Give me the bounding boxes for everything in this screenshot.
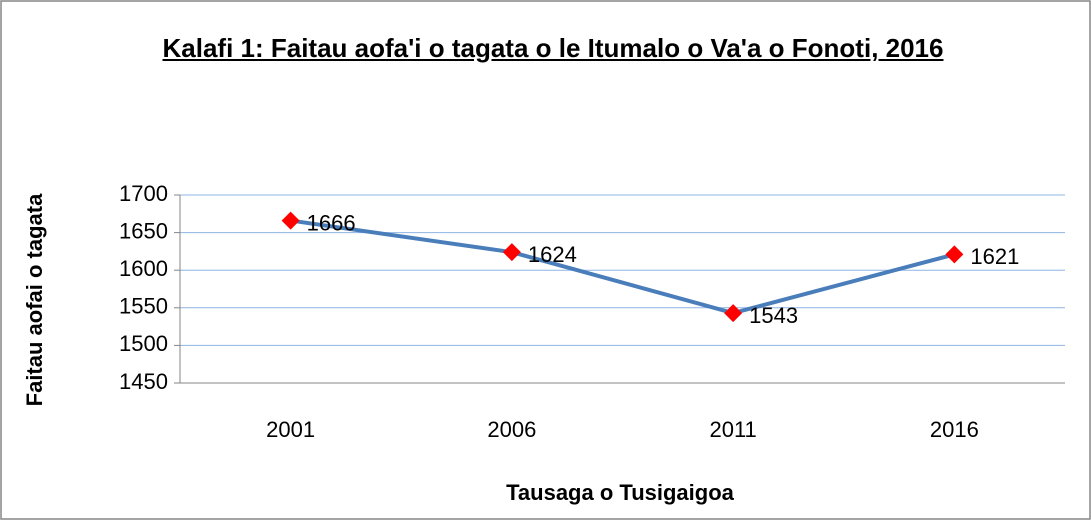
y-tick-label: 1700 (119, 181, 168, 206)
data-label: 1624 (528, 242, 577, 267)
data-label: 1621 (970, 244, 1019, 269)
y-tick-label: 1450 (119, 369, 168, 394)
chart-title: Kalafi 1: Faitau aofa'i o tagata o le It… (162, 33, 944, 63)
y-axis-label: Faitau aofai o tagata (22, 193, 47, 406)
y-tick-label: 1600 (119, 256, 168, 281)
x-tick-label: 2001 (266, 417, 315, 442)
x-tick-label: 2006 (487, 417, 536, 442)
data-label: 1543 (749, 303, 798, 328)
data-label: 1666 (307, 210, 356, 235)
y-tick-label: 1650 (119, 218, 168, 243)
y-tick-label: 1550 (119, 294, 168, 319)
x-tick-label: 2016 (930, 417, 979, 442)
marker (502, 243, 521, 262)
marker (281, 211, 300, 230)
marker (945, 245, 964, 264)
marker (724, 304, 743, 323)
x-axis-label: Tausaga o Tusigaigoa (506, 480, 735, 505)
y-tick-label: 1500 (119, 331, 168, 356)
x-tick-label: 2011 (709, 417, 756, 442)
line (290, 218, 955, 316)
